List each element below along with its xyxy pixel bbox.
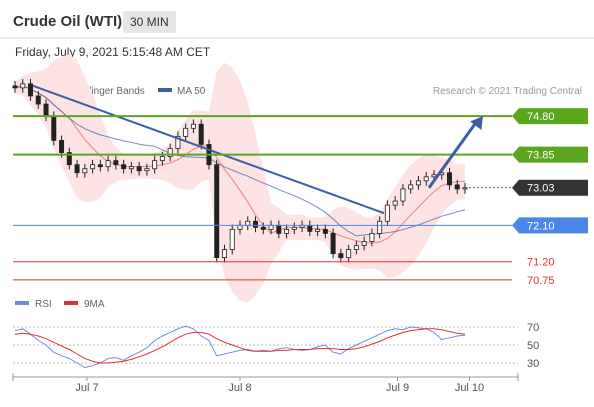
candle-body <box>245 220 251 226</box>
candle-body <box>322 228 328 234</box>
candle-body <box>454 184 460 190</box>
candle-body <box>361 241 367 246</box>
credit-text: Research © 2021 Trading Central <box>433 86 582 97</box>
levels-layer: 74.80 73.85 73.03 72.10 71.20 70.75 <box>13 108 588 287</box>
trendline <box>32 84 385 215</box>
timestamp: Friday, July 9, 2021 5:15:48 AM CET <box>15 45 211 59</box>
instrument-title: Crude Oil (WTI) <box>13 13 123 30</box>
ma20-line <box>14 85 466 244</box>
candle-body <box>51 115 57 141</box>
x-tick-label: Jul 8 <box>228 382 251 394</box>
level-label: 71.20 <box>527 257 555 269</box>
level-badge <box>512 146 588 163</box>
rsi-tick-label: 70 <box>527 322 539 334</box>
candle-body <box>446 172 452 186</box>
candle-body <box>229 228 235 250</box>
level-label: 73.03 <box>527 183 555 195</box>
candle-body <box>237 224 243 230</box>
candle-body <box>284 228 290 234</box>
main-legend: MA 20 + Bollinger Bands MA 50 Research ©… <box>15 86 582 97</box>
ma50-line <box>14 85 466 237</box>
candle-body <box>136 166 142 172</box>
candle-body <box>408 184 414 190</box>
candle-body <box>144 168 150 172</box>
level-badge <box>512 217 588 234</box>
legend-label-ma50: MA 50 <box>177 86 206 97</box>
x-tick-label: Jul 9 <box>386 382 409 394</box>
candle-body <box>253 220 259 228</box>
candle-body <box>82 168 88 174</box>
candle-body <box>338 253 344 259</box>
rsi-ma-line <box>14 328 466 364</box>
candle-body <box>28 83 34 97</box>
timeframe-badge[interactable]: 30 MIN <box>123 11 176 33</box>
candle-body <box>152 160 158 170</box>
rsi-legend: RSI 9MA <box>15 299 105 310</box>
projection-arrow <box>427 120 479 189</box>
candle-body <box>291 226 297 230</box>
level-label: 72.10 <box>527 220 555 232</box>
candle-body <box>198 123 204 145</box>
level-label: 73.85 <box>527 150 555 162</box>
candle-body <box>190 123 196 129</box>
candle-body <box>59 140 65 153</box>
x-axis: Jul 7 Jul 8 Jul 9 Jul 10 <box>12 373 519 394</box>
candle-body <box>392 200 398 206</box>
rsi-plot: 70 50 30 <box>13 322 539 370</box>
candle-body <box>221 249 227 259</box>
legend-swatch-rsi <box>15 301 29 305</box>
candle-body <box>415 180 421 186</box>
candle-body <box>128 166 134 170</box>
candle-body <box>121 164 127 170</box>
legend-label-rsi: RSI <box>35 299 52 310</box>
candle-body <box>346 249 352 259</box>
legend-label-9ma: 9MA <box>84 299 105 310</box>
candle-body <box>66 152 72 166</box>
candle-body <box>97 164 103 168</box>
candle-body <box>330 233 336 255</box>
candle-body <box>74 164 80 174</box>
x-tick-label: Jul 7 <box>75 382 98 394</box>
rsi-line <box>14 325 466 369</box>
candle-body <box>423 176 429 182</box>
level-label: 74.80 <box>527 111 555 123</box>
candle-body <box>159 156 165 162</box>
candle-body <box>260 226 266 230</box>
candle-body <box>384 204 390 222</box>
candle-body <box>400 188 406 202</box>
legend-swatch-ma50 <box>158 88 172 92</box>
candle-body <box>113 160 119 166</box>
candle-body <box>175 135 181 149</box>
candle-body <box>377 220 383 234</box>
candle-body <box>315 228 321 232</box>
header: Crude Oil (WTI) 30 MIN <box>0 0 594 44</box>
candle-body <box>268 224 274 230</box>
level-badge <box>512 179 588 196</box>
candle-body <box>12 85 18 89</box>
candle-body <box>20 83 26 89</box>
price-plot <box>12 54 468 303</box>
candle-body <box>105 160 111 168</box>
bollinger-band <box>15 54 465 303</box>
projection-arrow-head <box>470 116 483 130</box>
candle-body <box>214 164 220 259</box>
level-badge <box>512 108 588 125</box>
candle-body <box>276 224 282 234</box>
level-label: 70.75 <box>527 275 555 287</box>
candle-body <box>35 95 41 105</box>
candle-body <box>43 103 49 117</box>
rsi-tick-label: 50 <box>527 340 539 352</box>
candle-body <box>183 127 189 137</box>
candle-body <box>167 148 173 157</box>
candle-body <box>353 245 359 250</box>
candle-body <box>369 233 375 242</box>
candle-body <box>90 164 96 170</box>
rsi-tick-label: 30 <box>527 358 539 370</box>
x-tick-label: Jul 10 <box>455 382 484 394</box>
legend-swatch-9ma <box>64 301 78 305</box>
candle-body <box>307 224 313 232</box>
